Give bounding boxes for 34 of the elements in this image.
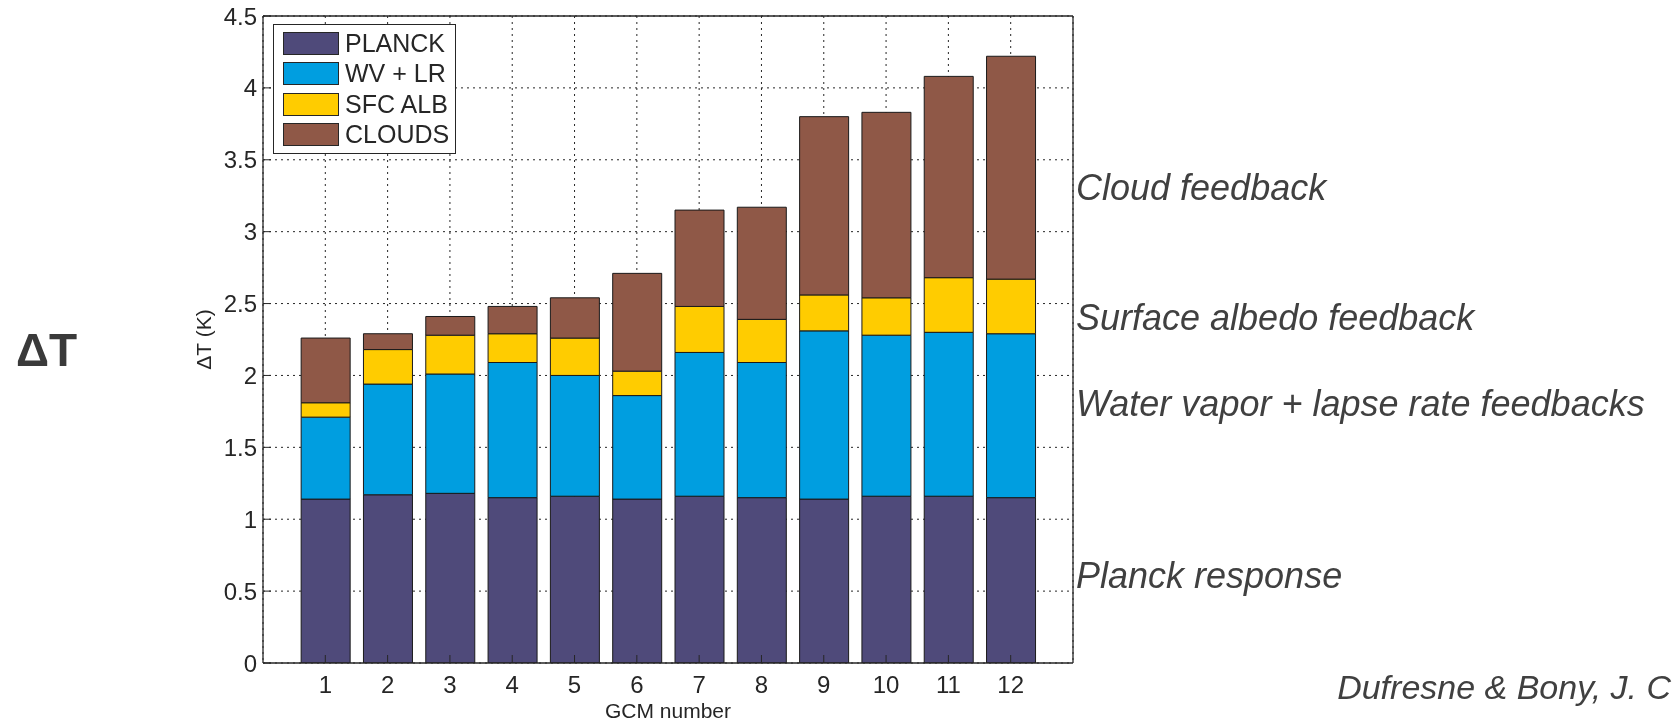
x-tick-label: 4 — [505, 671, 519, 699]
legend-label: WV + LR — [345, 59, 446, 89]
y-tick-label: 0.5 — [223, 577, 257, 605]
x-tick-label: 2 — [380, 671, 395, 699]
x-tick-label: 5 — [567, 671, 582, 699]
legend-label: CLOUDS — [345, 120, 450, 150]
text: Surface albedo feedback — [1076, 297, 1475, 339]
y-tick-label: 2 — [243, 361, 257, 389]
x-tick-label: 1 — [318, 671, 332, 699]
x-tick-label: 6 — [630, 671, 644, 699]
y-tick-label: 1.5 — [223, 433, 257, 461]
y-tick-label: 0 — [243, 649, 257, 677]
x-tick-label: 12 — [997, 671, 1025, 699]
legend-label: PLANCK — [345, 28, 446, 58]
x-tick-label: 11 — [935, 671, 961, 699]
text: ΔT — [16, 323, 78, 377]
x-tick-label: 10 — [872, 671, 900, 699]
text: Dufresne & Bony, J. C — [1337, 668, 1671, 708]
text: Planck response — [1076, 555, 1343, 597]
legend-label: SFC ALB — [345, 89, 448, 119]
y-tick-label: 1 — [243, 505, 257, 533]
x-tick-label: 9 — [817, 671, 831, 699]
x-tick-label: 8 — [754, 671, 769, 699]
x-axis-title: GCM number — [604, 699, 732, 722]
y-tick-label: 4 — [243, 74, 257, 102]
y-tick-label: 3.5 — [223, 146, 257, 174]
x-tick-label: 3 — [443, 671, 457, 699]
x-tick-label: 7 — [692, 671, 706, 699]
text: Cloud feedback — [1076, 167, 1327, 209]
y-axis-title: ΔT (K) — [191, 309, 215, 370]
y-tick-label: 2.5 — [223, 290, 257, 318]
y-tick-label: 4.5 — [223, 2, 257, 30]
y-tick-label: 3 — [243, 218, 257, 246]
text: Water vapor + lapse rate feedbacks — [1076, 383, 1645, 425]
